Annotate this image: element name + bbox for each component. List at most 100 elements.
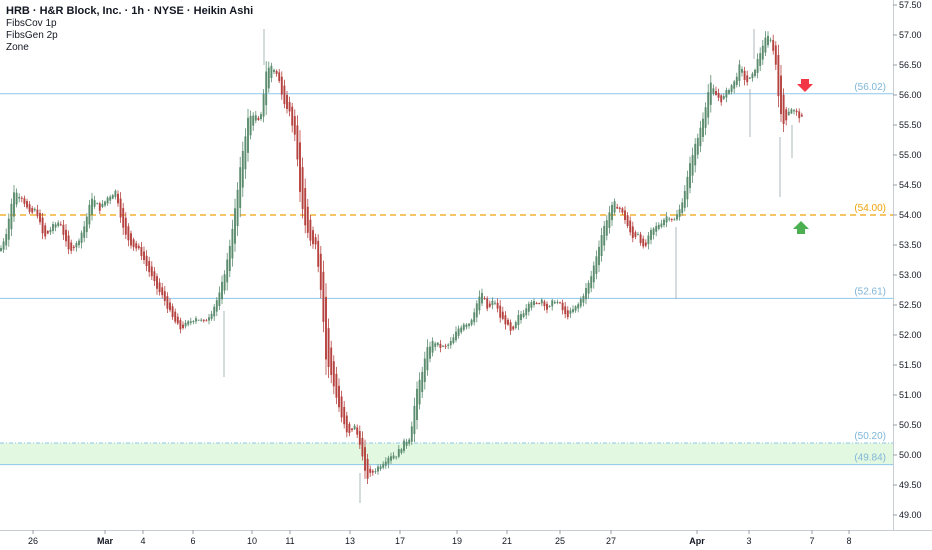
candle-281 [730,84,733,95]
candle-275 [715,86,717,96]
y-tick-label-14: 50.50 [899,420,922,430]
candle-body [756,58,759,73]
y-tick-label-13: 51.00 [899,390,922,400]
candle-132 [343,401,346,429]
candle-body [650,230,652,240]
candle-body [192,320,195,323]
candle-138 [358,425,361,449]
candle-body [457,328,460,336]
candle-body [252,115,255,126]
candle-body [145,255,148,267]
candle-95 [247,108,249,162]
candle-238 [618,206,621,213]
candle-body [7,218,10,240]
candle-90 [234,198,236,252]
indicator-fibsgen[interactable]: FibsGen 2p [6,30,58,41]
candle-45 [117,190,119,207]
candle-8 [20,196,23,203]
candle-17 [44,222,47,240]
candle-230 [598,240,600,273]
candle-body [299,142,301,192]
candle-286 [743,66,746,86]
candle-186 [483,296,486,300]
candle-161 [418,372,421,410]
y-tick-label-11: 52.00 [899,330,922,340]
candle-body [234,208,236,244]
candle-body [371,470,374,473]
candle-7 [18,193,21,203]
candle-body [696,137,699,155]
candle-62 [161,282,164,299]
candle-body [260,114,262,120]
candle-200 [520,311,522,324]
candle-body [0,248,2,251]
chart-legend: HRB · H&R Block, Inc. · 1h · NYSE · Heik… [6,4,253,54]
candle-body [379,466,382,470]
candle-53 [137,243,140,251]
candle-63 [163,286,166,306]
candle-207 [538,302,541,305]
candle-102 [265,61,268,115]
candle-body [122,208,125,228]
candle-131 [340,390,343,423]
symbol-title[interactable]: HRB · H&R Block, Inc. · 1h · NYSE · Heik… [6,5,254,17]
candle-body [348,423,351,433]
candle-body [754,69,756,76]
candle-body [114,190,117,197]
candle-body [501,311,504,319]
candle-body [574,306,577,311]
candle-55 [143,246,145,265]
candle-187 [486,296,489,312]
candle-40 [104,200,106,208]
candle-182 [473,308,476,326]
candle-body [104,201,106,206]
candle-body [140,247,143,256]
candle-137 [356,424,359,439]
candle-body [338,385,340,408]
candle-28 [72,244,75,251]
candle-113 [293,109,296,142]
candle-body [551,300,554,307]
candle-body [603,225,606,246]
indicator-fibscov[interactable]: FibsCov 1p [6,18,57,29]
candle-66 [171,303,174,320]
candle-51 [132,237,135,251]
candle-body [514,322,517,328]
candle-body [717,92,720,98]
candle-body [540,299,543,304]
candle-168 [436,342,439,347]
candles-layer [0,29,803,503]
candle-body [613,201,616,213]
candle-body [473,312,476,323]
candle-190 [494,300,496,306]
levels-layer: (56.02) (54.00) (52.61) (50.20) (49.84) [0,82,893,466]
candle-13 [33,207,36,212]
candle-body [231,228,234,259]
candle-193 [501,306,504,321]
candle-250 [650,227,652,245]
candle-body [208,317,210,321]
candle-body [561,302,564,311]
indicator-zone[interactable]: Zone [6,42,29,53]
candle-308 [800,112,803,117]
candle-241 [626,212,629,229]
candle-body [127,226,130,241]
candle-body [772,40,775,51]
x-tick-label-4: 10 [247,536,257,546]
candle-158 [410,421,413,445]
candle-222 [577,302,580,313]
candle-169 [439,340,442,353]
candle-246 [639,231,642,246]
candle-body [280,76,283,95]
candle-189 [491,297,494,310]
candle-body [182,324,184,329]
candle-body [163,291,166,302]
candle-52 [135,240,138,252]
candle-body [327,328,330,367]
candle-115 [299,130,301,203]
sell-arrow-icon [797,79,813,92]
candle-body [400,449,403,453]
candle-body [507,319,509,325]
